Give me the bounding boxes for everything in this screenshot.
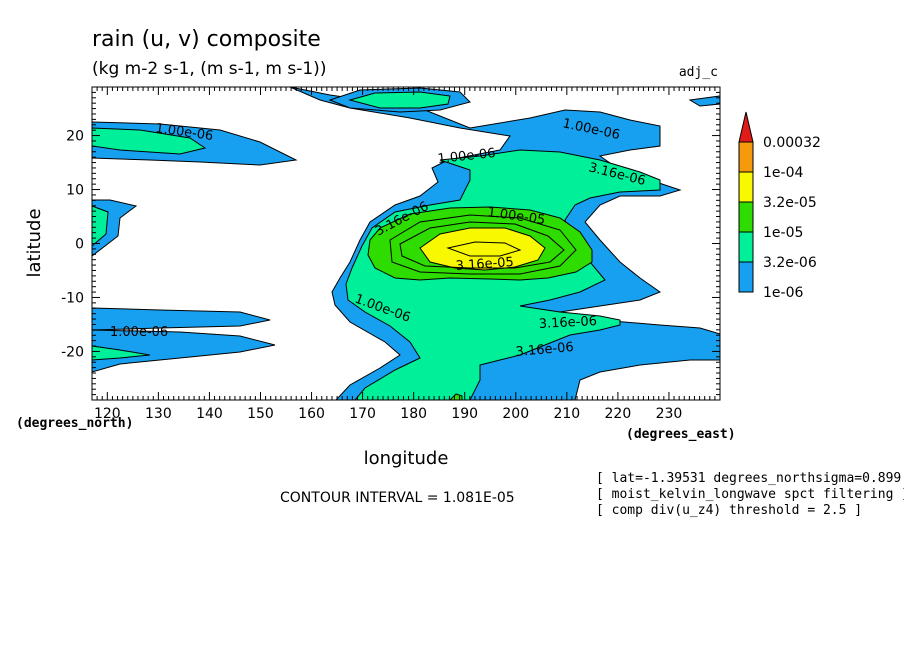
colorbar-label: 3.2e-05 — [763, 195, 817, 211]
field-left-20n-aqua — [91, 127, 207, 155]
x-tick-label: 140 — [196, 406, 223, 422]
x-axis-title: longitude — [364, 448, 449, 469]
colorbar-label: 1e-06 — [763, 285, 803, 301]
y-tick-label: 10 — [66, 183, 84, 199]
note-line-2: [ moist_kelvin_longwave spct filtering ] — [596, 487, 904, 502]
chart-title: rain (u, v) composite — [92, 27, 321, 52]
contour-fields — [91, 86, 721, 401]
field-left-m20-blue — [91, 329, 276, 373]
x-tick-label: 210 — [553, 406, 580, 422]
colorbar-label: 0.00032 — [763, 135, 821, 151]
colorbar-swatch — [738, 171, 754, 203]
inner-contour-2 — [389, 214, 577, 275]
y-tick-label: 20 — [66, 129, 84, 145]
axes: 120 130 140 150 160 170 180 190 200 210 220 230 20 10… — [61, 86, 721, 422]
contour-label: 1.00e-06 — [437, 146, 496, 167]
colorbar-label: 1e-05 — [763, 225, 803, 241]
note-line-1: [ lat=-1.39531 degrees_northsigma=0.899 — [596, 471, 901, 486]
contour-label: 3.16e-05 — [455, 255, 514, 274]
colorbar-label: 3.2e-06 — [763, 255, 817, 271]
inner-contour-3 — [399, 221, 565, 269]
chart-subtitle: (kg m-2 s-1, (m s-1, m s-1)) — [92, 59, 326, 79]
x-tick-label: 220 — [605, 406, 632, 422]
contour-label: 3.16e-06 — [515, 340, 574, 360]
colorbar-arrow — [738, 111, 754, 143]
note-line-3: [ comp div(u_z4) threshold = 2.5 ] — [596, 503, 862, 518]
y-tick-label: -20 — [61, 344, 84, 360]
y-tick-label: -10 — [61, 290, 84, 306]
contour-interval: CONTOUR INTERVAL = 1.081E-05 — [280, 490, 515, 506]
colorbar: 0.00032 1e-04 3.2e-05 1e-05 3.2e-06 1e-06 — [738, 111, 821, 301]
x-tick-label: 170 — [349, 406, 376, 422]
x-tick-label: 230 — [656, 406, 683, 422]
x-tick-label: 190 — [451, 406, 478, 422]
colorbar-swatch — [738, 261, 754, 293]
field-top-right — [688, 95, 721, 107]
colorbar-swatch — [738, 231, 754, 263]
x-tick-label: 200 — [502, 406, 529, 422]
inner-contour — [446, 241, 522, 257]
contour-label: 1.00e-06 — [110, 325, 168, 340]
colorbar-label: 1e-04 — [763, 165, 803, 181]
field-top-blob-aqua — [348, 91, 451, 109]
y-unit-label: (degrees_north) — [16, 416, 133, 431]
field-left-m15 — [91, 307, 271, 331]
x-tick-label: 120 — [94, 406, 121, 422]
x-tick-label: 130 — [145, 406, 172, 422]
y-axis-title: latitude — [24, 208, 45, 277]
x-unit-label: (degrees_east) — [626, 427, 736, 442]
x-tick-label: 180 — [400, 406, 427, 422]
x-tick-label: 150 — [247, 406, 274, 422]
dataset-label: adj_c — [679, 65, 718, 80]
colorbar-swatch — [738, 201, 754, 233]
y-tick-label: 0 — [75, 237, 84, 253]
x-tick-label: 160 — [298, 406, 325, 422]
contour-label: 3.16e-06 — [538, 314, 597, 332]
colorbar-swatch — [738, 141, 754, 173]
